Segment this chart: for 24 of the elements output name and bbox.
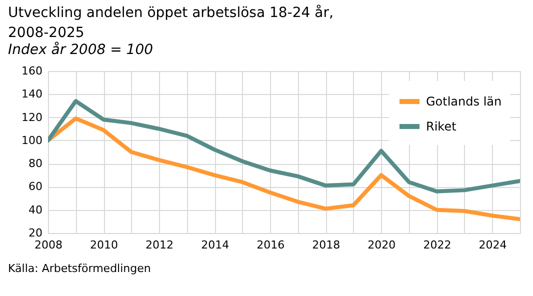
y-tick-label: 120	[22, 110, 42, 124]
y-tick-label: 100	[22, 134, 42, 147]
x-tick-label: 2008	[34, 238, 62, 252]
x-tick-label: 2016	[256, 238, 285, 252]
x-tick-label: 2018	[312, 238, 340, 252]
y-tick-label: 60	[28, 180, 42, 194]
x-tick-label: 2020	[368, 238, 396, 252]
y-tick-label: 80	[28, 157, 42, 170]
line-series	[48, 116, 520, 222]
legend-label: Riket	[426, 120, 457, 134]
x-tick-label: 2024	[478, 238, 507, 252]
y-tick-label: 140	[22, 88, 42, 101]
text: 2008-2025	[8, 25, 84, 41]
x-tick-label: 2010	[90, 238, 118, 252]
y-tick-label: 160	[22, 64, 42, 78]
x-tick-label: 2022	[423, 238, 452, 252]
y-tick-label: 40	[28, 203, 42, 216]
chart-subtitle: Index år 2008 = 100	[8, 41, 154, 58]
text: Utveckling andelen öppet arbetslösa 18-24 år,	[8, 5, 334, 21]
y-tick-label: 20	[28, 226, 42, 240]
legend-label: Gotlands län	[426, 94, 502, 108]
x-tick-label: 2014	[201, 238, 230, 252]
x-tick-label: 2012	[146, 238, 174, 252]
text: Källa: Arbetsförmedlingen	[8, 262, 151, 275]
